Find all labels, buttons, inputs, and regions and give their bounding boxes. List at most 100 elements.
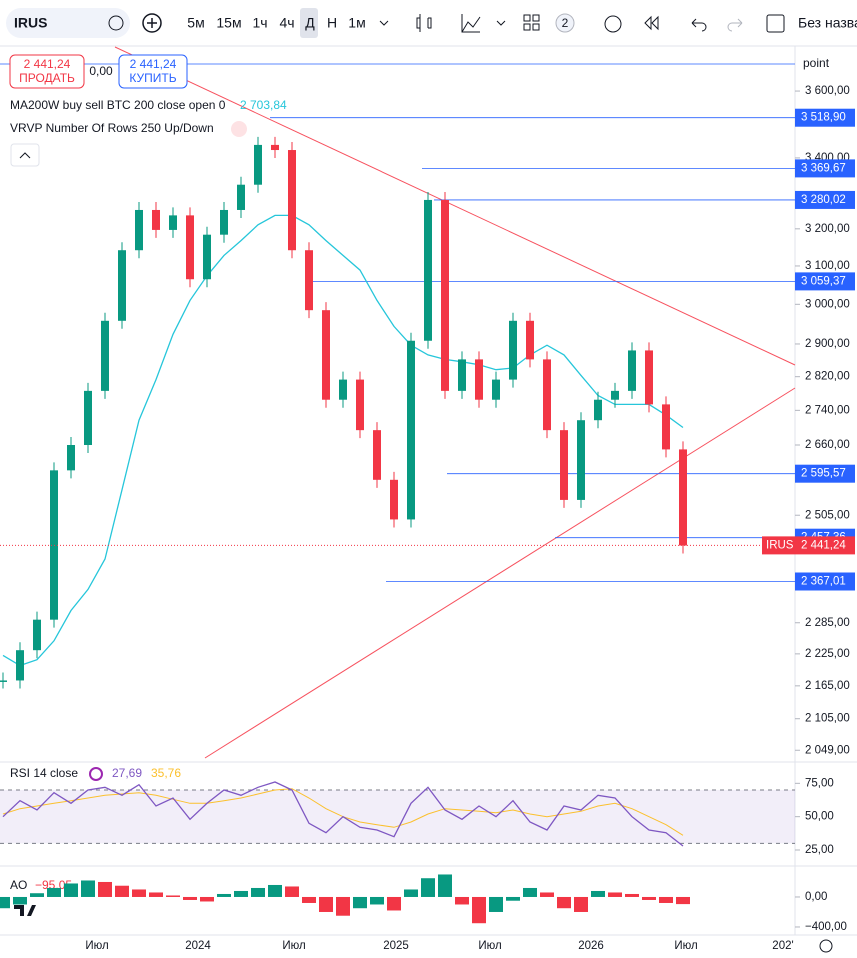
- sell-button[interactable]: [9, 54, 85, 89]
- ao-bar: [676, 896, 690, 905]
- candle: [118, 250, 126, 321]
- interval-active: [300, 8, 318, 38]
- ma-legend[interactable]: MA200W buy sell BTC 200 close open 0: [10, 98, 226, 112]
- scale-label[interactable]: point: [803, 56, 830, 70]
- ao-bar: [47, 887, 61, 897]
- spread: 0,00: [89, 64, 113, 78]
- y-tick-label: 2 105,00: [805, 713, 850, 725]
- indicators-menu[interactable]: [496, 20, 506, 26]
- rsi-line: [2, 781, 684, 847]
- buy-button[interactable]: [118, 54, 188, 89]
- compare-button[interactable]: [142, 13, 162, 33]
- vrvp-legend[interactable]: VRVP Number Of Rows 250 Up/Down: [10, 121, 214, 135]
- candle: [475, 359, 483, 400]
- settings-button[interactable]: [819, 939, 833, 953]
- trend-line[interactable]: [204, 387, 796, 759]
- ao-bar: [523, 887, 537, 897]
- buy-price: 2 441,24: [130, 57, 177, 71]
- ao-legend[interactable]: AO: [10, 878, 27, 892]
- symbol[interactable]: IRUS: [14, 15, 47, 31]
- indicators-button[interactable]: [461, 14, 481, 33]
- candle: [101, 320, 109, 391]
- ao-bar: [642, 896, 656, 900]
- candle: [0, 680, 7, 682]
- replay-button[interactable]: [644, 15, 659, 31]
- candle: [220, 209, 228, 235]
- layout-checkbox[interactable]: [766, 14, 785, 33]
- interval[interactable]: 15м: [216, 15, 241, 31]
- candle: [645, 350, 653, 405]
- interval[interactable]: 1ч: [252, 15, 267, 31]
- collapse-legend[interactable]: [10, 143, 40, 167]
- ao-bar: [217, 893, 231, 897]
- ao-bar: [234, 890, 248, 897]
- sell-price: 2 441,24: [24, 57, 71, 71]
- interval[interactable]: 1м: [348, 15, 365, 31]
- interval[interactable]: Н: [327, 15, 337, 31]
- candle: [16, 650, 24, 681]
- interval[interactable]: 4ч: [279, 15, 294, 31]
- redo-button[interactable]: [727, 18, 743, 32]
- ma200-line: [2, 214, 684, 667]
- candle: [424, 199, 432, 341]
- ao-bar: [455, 896, 469, 905]
- time-label: Июл: [282, 940, 305, 952]
- level-label-box: [795, 159, 855, 178]
- level-label: 3 518,90: [801, 112, 846, 124]
- buy-label: КУПИТЬ: [129, 71, 176, 85]
- level-label-box: [795, 572, 855, 591]
- last-symbol: IRUS: [766, 539, 794, 551]
- time-label: Июл: [478, 940, 501, 952]
- alert-button[interactable]: [604, 15, 622, 33]
- candle: [611, 390, 619, 400]
- y-tick-label: 2 165,00: [805, 680, 850, 692]
- candle: [322, 310, 330, 400]
- layout-name[interactable]: Без назва: [798, 15, 857, 31]
- undo-button[interactable]: [691, 18, 707, 32]
- y-tick-label: 3 000,00: [805, 298, 850, 310]
- interval[interactable]: Д: [305, 15, 315, 31]
- ao-bar: [302, 896, 316, 903]
- ao-bar: [64, 883, 78, 897]
- interval-menu[interactable]: [379, 20, 389, 26]
- rsi-legend[interactable]: RSI 14 close: [10, 766, 78, 780]
- candle: [152, 209, 160, 230]
- vrvp-warning[interactable]: [231, 121, 247, 137]
- sell-label: ПРОДАТЬ: [19, 71, 75, 85]
- logo: [14, 905, 36, 916]
- ao-bar: [319, 896, 333, 912]
- layouts-badge[interactable]: [555, 13, 575, 33]
- candle: [662, 404, 670, 450]
- candle-type-button[interactable]: [416, 14, 432, 32]
- level-label-box: [795, 108, 855, 127]
- level-label-box: [795, 272, 855, 291]
- y-tick-label: 3 600,00: [805, 85, 850, 97]
- ao-bar: [132, 889, 146, 897]
- candle: [458, 359, 466, 391]
- layouts-button[interactable]: [523, 14, 540, 31]
- candle: [84, 390, 92, 446]
- candle: [135, 209, 143, 251]
- ao-tick-label: 0,00: [805, 891, 827, 903]
- interval[interactable]: 5м: [187, 15, 204, 31]
- candle: [492, 379, 500, 400]
- ao-bar: [149, 892, 163, 897]
- candle: [356, 379, 364, 431]
- candle: [526, 320, 534, 360]
- candle: [441, 199, 449, 391]
- level-label: 2 595,57: [801, 468, 846, 480]
- symbol-icon[interactable]: [108, 15, 124, 31]
- y-tick-label: 2 285,00: [805, 617, 850, 629]
- symbol-search[interactable]: [6, 8, 130, 38]
- rsi-tick-label: 75,00: [805, 777, 834, 789]
- level-label: 3 059,37: [801, 275, 846, 287]
- ao-bar: [438, 874, 452, 897]
- rsi-tick-label: 25,00: [805, 844, 834, 856]
- candle: [679, 449, 687, 546]
- ao-bar: [591, 890, 605, 897]
- time-label: Июл: [85, 940, 108, 952]
- trend-line[interactable]: [114, 46, 796, 366]
- last-symbol-box: [762, 536, 795, 555]
- rsi-ma-value: 35,76: [151, 766, 181, 780]
